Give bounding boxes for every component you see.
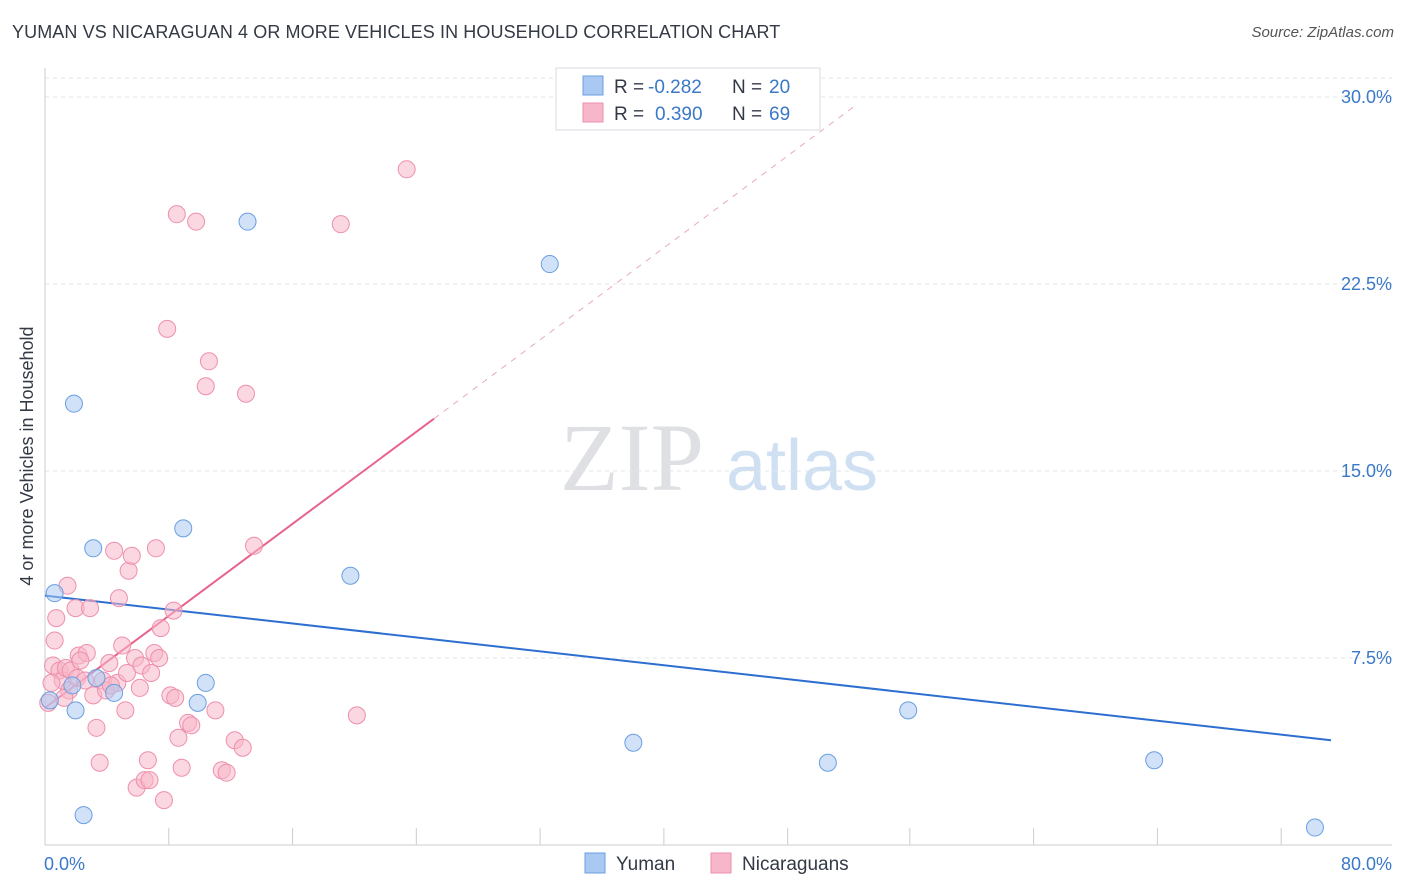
yuman-point xyxy=(87,668,106,687)
y-tick-label: 22.5% xyxy=(1341,274,1392,294)
nicaraguans-point xyxy=(164,601,183,620)
axes xyxy=(44,68,1392,846)
yuman-point xyxy=(174,519,193,538)
yuman-point xyxy=(64,394,83,413)
bottom-legend-swatch-yuman xyxy=(584,852,606,874)
yuman-point xyxy=(899,701,918,720)
y-axis-label: 4 or more Vehicles in Household xyxy=(17,326,37,585)
nicaraguans-point xyxy=(331,215,350,234)
yuman-point xyxy=(1145,751,1164,770)
nicaraguans-point xyxy=(116,701,135,720)
nicaraguans-point xyxy=(244,536,263,555)
nicaraguans-point xyxy=(90,753,109,772)
x-tick-label-min: 0.0% xyxy=(44,854,85,874)
yuman-point xyxy=(238,212,257,231)
bottom-legend-label-nicaraguans: Nicaraguans xyxy=(742,854,849,875)
yuman-point xyxy=(196,673,215,692)
yuman-point xyxy=(1305,818,1324,837)
nicaraguans-point xyxy=(199,352,218,371)
nicaraguans-point xyxy=(167,205,186,224)
nicaraguans-point xyxy=(138,751,157,770)
nicaraguans-point xyxy=(117,663,136,682)
legend-n-label-nicaraguans: N = xyxy=(732,104,762,125)
legend-n-label-yuman: N = xyxy=(732,77,762,98)
legend-r-value-yuman: -0.282 xyxy=(648,77,702,98)
yuman-point xyxy=(624,733,643,752)
yuman-point xyxy=(188,693,207,712)
gridlines xyxy=(45,77,1392,659)
y-tick-label: 30.0% xyxy=(1341,87,1392,107)
nicaraguans-point xyxy=(154,791,173,810)
bottom-legend-swatch-nicaraguans xyxy=(710,852,732,874)
nicaraguans-point xyxy=(146,539,165,558)
nicaraguans-point xyxy=(217,763,236,782)
nicaraguans-point xyxy=(172,758,191,777)
yuman-point xyxy=(45,584,64,603)
yuman-point xyxy=(63,676,82,695)
nicaraguans-point xyxy=(169,728,188,747)
nicaraguans-point xyxy=(47,609,66,628)
nicaraguans-point xyxy=(105,541,124,560)
chart-title: YUMAN VS NICARAGUAN 4 OR MORE VEHICLES I… xyxy=(12,22,781,42)
yuman-point xyxy=(341,566,360,585)
legend-swatch-yuman xyxy=(582,75,604,96)
nicaraguans-point xyxy=(81,599,100,618)
yuman-point xyxy=(66,701,85,720)
nicaraguans-point xyxy=(196,377,215,396)
series-legend: Yuman Nicaraguans xyxy=(584,852,849,875)
nicaraguans-point xyxy=(122,546,141,565)
nicaraguans-point xyxy=(142,663,161,682)
nicaraguans-point xyxy=(166,688,185,707)
yuman-point xyxy=(818,753,837,772)
nicaraguans-point xyxy=(109,589,128,608)
nicaraguans-point xyxy=(42,673,61,692)
nicaraguans-point xyxy=(150,649,169,667)
legend-n-value-yuman: 20 xyxy=(769,77,790,98)
yuman-point xyxy=(84,539,103,558)
legend-r-label-nicaraguans: R = xyxy=(614,104,644,125)
nicaraguans-point xyxy=(140,771,159,790)
tick-labels: 7.5% 15.0% 22.5% 30.0% 0.0% 80.0% xyxy=(44,87,1392,874)
y-tick-label: 15.0% xyxy=(1341,461,1392,481)
nicaraguans-point xyxy=(182,716,201,735)
yuman-point xyxy=(40,691,59,710)
nicaraguans-point xyxy=(87,718,106,737)
watermark-atlas: atlas xyxy=(726,426,878,506)
watermark-zip: ZIP xyxy=(560,404,704,511)
nicaraguans-point xyxy=(206,701,225,720)
nicaraguans-point xyxy=(187,212,206,231)
yuman-point xyxy=(74,806,93,825)
y-tick-label: 7.5% xyxy=(1351,648,1392,668)
source-credit: Source: ZipAtlas.com xyxy=(1251,24,1394,41)
yuman-point xyxy=(540,255,559,274)
legend-r-value-nicaraguans: 0.390 xyxy=(655,104,703,125)
nicaraguans-point xyxy=(233,738,252,757)
yuman-point xyxy=(105,683,124,702)
legend-n-value-nicaraguans: 69 xyxy=(769,104,790,125)
nicaraguans-point xyxy=(113,636,132,655)
correlation-legend: R = -0.282 N = 20 R = 0.390 N = 69 xyxy=(555,67,821,131)
bottom-legend-label-yuman: Yuman xyxy=(616,854,675,875)
nicaraguans-point xyxy=(100,653,119,672)
yuman-trend-line xyxy=(44,594,1332,742)
x-tick-label-max: 80.0% xyxy=(1341,854,1392,874)
nicaraguans-point xyxy=(130,678,149,697)
nicaraguans-point xyxy=(397,160,416,179)
nicaraguans-point xyxy=(71,651,90,670)
nicaraguans-point xyxy=(158,319,177,338)
legend-swatch-nicaraguans xyxy=(582,102,604,123)
data-points xyxy=(39,160,1324,837)
nicaraguans-point xyxy=(236,384,255,403)
legend-r-label-yuman: R = xyxy=(614,77,644,98)
nicaraguans-point xyxy=(119,561,138,580)
nicaraguans-trend-extension xyxy=(433,104,858,420)
nicaraguans-point xyxy=(151,619,170,638)
nicaraguans-point xyxy=(45,631,64,650)
nicaraguans-point xyxy=(347,706,366,725)
